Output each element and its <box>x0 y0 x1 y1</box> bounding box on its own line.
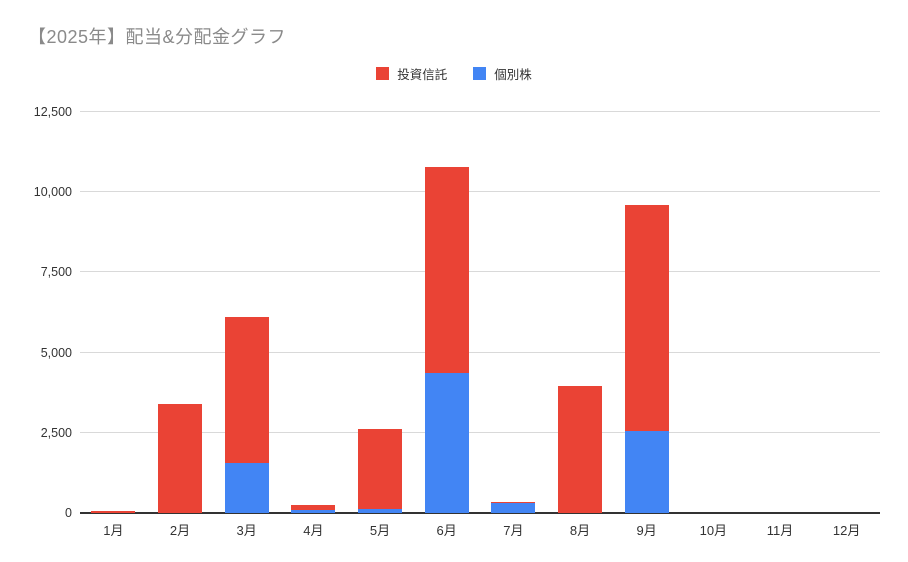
bar-segment-toushishintaku <box>358 429 402 510</box>
y-tick-label: 0 <box>65 506 72 520</box>
bar-segment-toushishintaku <box>491 501 536 504</box>
y-tick-label: 7,500 <box>40 265 72 280</box>
bar-segment-toushishintaku <box>558 386 602 513</box>
h-gridline <box>80 271 880 273</box>
x-tick-label: 3月 <box>236 523 257 538</box>
bar-segment-kobetsukabu <box>624 430 669 513</box>
stacked-bar-9月 <box>624 205 669 513</box>
h-gridline <box>80 111 880 112</box>
stacked-bar-3月 <box>224 317 269 513</box>
y-tick-label: 2,500 <box>40 425 72 440</box>
x-tick-label: 12月 <box>832 523 861 538</box>
h-gridline <box>80 191 880 193</box>
x-tick-label: 8月 <box>569 523 591 538</box>
h-gridline <box>80 431 880 433</box>
x-tick-label: 7月 <box>503 523 524 538</box>
stacked-bar-5月 <box>358 429 402 513</box>
bar-segment-toushishintaku <box>158 403 202 513</box>
stacked-bar-4月 <box>291 504 336 513</box>
stacked-bar-1月 <box>91 511 136 513</box>
y-tick-label: 5,000 <box>40 345 72 360</box>
bar-segment-toushishintaku <box>624 205 669 431</box>
x-axis-labels: 1月 2月 3月 4月 5月 6月 7月 8月 9月 10月 11月 12月 <box>80 520 880 538</box>
x-tick-label: 11月 <box>766 523 794 538</box>
bar-segment-kobetsukabu <box>291 510 336 513</box>
x-axis-line <box>80 512 880 514</box>
x-tick-label: 5月 <box>369 523 391 538</box>
bar-segment-kobetsukabu <box>224 462 269 513</box>
legend-item-1: 個別株 <box>473 64 532 83</box>
stacked-bar-8月 <box>558 386 602 513</box>
bar-segment-toushishintaku <box>224 317 269 463</box>
legend-label: 個別株 <box>494 68 532 82</box>
plot-area <box>80 111 880 514</box>
bar-segment-kobetsukabu <box>358 509 402 513</box>
bar-segment-toushishintaku <box>424 166 469 373</box>
bar-segment-kobetsukabu <box>424 372 469 513</box>
x-tick-label: 10月 <box>699 523 728 538</box>
x-tick-label: 9月 <box>636 523 657 538</box>
bar-segment-toushishintaku <box>91 511 136 513</box>
stacked-bar-2月 <box>158 403 202 513</box>
legend-label: 投資信託 <box>397 68 448 82</box>
x-tick-label: 2月 <box>169 523 191 538</box>
y-tick-label: 10,000 <box>33 185 72 200</box>
x-tick-label: 6月 <box>436 523 457 538</box>
legend-swatch-icon <box>376 67 390 80</box>
y-axis-labels: 0 2,500 5,000 7,500 10,000 12,500 <box>0 105 72 520</box>
h-gridline <box>80 351 880 353</box>
bar-segment-kobetsukabu <box>491 503 536 513</box>
bar-segment-toushishintaku <box>291 504 336 511</box>
x-tick-label: 4月 <box>303 523 324 538</box>
stacked-bar-7月 <box>491 501 536 513</box>
legend-item-0: 投資信託 <box>376 64 447 83</box>
x-tick-label: 1月 <box>103 523 124 538</box>
legend-swatch-icon <box>473 67 487 80</box>
chart-title: 【2025年】配当&分配金グラフ <box>28 27 287 47</box>
chart-legend: 投資信託 個別株 <box>0 64 908 83</box>
stacked-bar-6月 <box>424 166 469 513</box>
y-tick-label: 12,500 <box>33 105 72 119</box>
